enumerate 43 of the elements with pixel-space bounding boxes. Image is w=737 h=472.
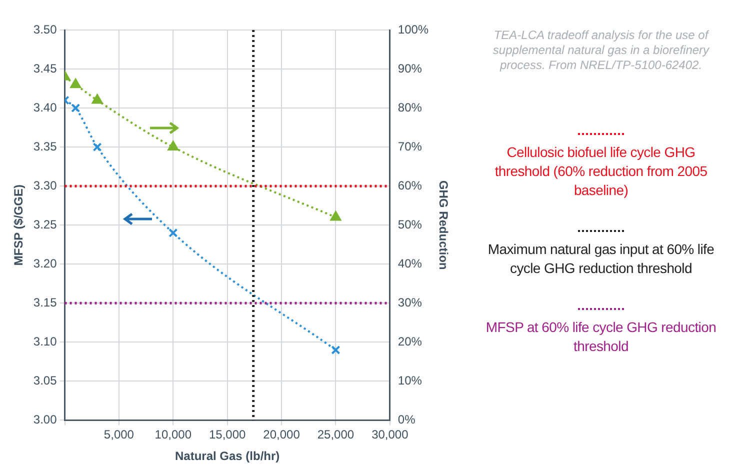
ref-line-label: Maximum natural gas input at 60% life cycle GHG reduction threshold	[488, 241, 714, 276]
legend-label: MFSP at 60% life cycle GHG reduction threshold	[486, 319, 716, 354]
point	[92, 142, 102, 152]
y2-tick-label: 40%	[398, 256, 422, 270]
x-tick-label: 10,000	[154, 428, 192, 442]
y2-tick-label: 10%	[398, 373, 422, 388]
y2-tick-label: 30%	[398, 295, 422, 310]
y-tick-label: 3.45	[33, 61, 58, 76]
y2-tick-label: 90%	[398, 61, 422, 76]
y2-tick-label: 50%	[398, 217, 422, 232]
y-tick-label: 3.20	[33, 256, 58, 270]
x-tick-label: 30,000	[372, 428, 409, 442]
y2-tick-label: 20%	[398, 334, 422, 348]
y-tick-label: 3.15	[33, 295, 58, 310]
y2-tick-label: 70%	[398, 139, 422, 154]
point	[70, 78, 81, 88]
point	[92, 94, 103, 104]
y2-axis-title: GHG Reduction	[436, 180, 450, 270]
y-tick-label: 3.40	[33, 100, 58, 114]
x-axis-title: Natural Gas (lb/hr)	[174, 449, 280, 464]
y2-tick-label: 0%	[398, 412, 416, 427]
point	[331, 345, 340, 354]
y2-tick-label: 80%	[398, 100, 422, 114]
x-tick-label: 5,000	[104, 428, 134, 442]
y-tick-label: 3.35	[33, 139, 58, 154]
y2-tick-label: 60%	[398, 178, 422, 192]
y-axis-title: MFSP ($/GGE)	[12, 184, 26, 266]
y-tick-label: 3.00	[33, 412, 58, 427]
text: TEA-LCA tradeoff analysis for the use of supplemental natural gas in a biorefinery process. From NREL/TP-5100-62402.	[492, 28, 710, 73]
y-tick-label: 3.50	[33, 22, 58, 36]
x-tick-label: 20,000	[263, 428, 300, 442]
y-tick-label: 3.25	[33, 217, 58, 232]
y2-tick-label: 100%	[398, 22, 429, 36]
point	[71, 104, 80, 113]
y-tick-label: 3.30	[33, 178, 58, 192]
y-tick-label: 3.05	[33, 373, 58, 388]
point	[168, 141, 178, 151]
x-tick-label: 15,000	[208, 428, 246, 442]
point	[330, 211, 342, 221]
x-tick-label: 25,000	[317, 428, 354, 442]
point	[168, 228, 178, 238]
legend-label: Cellulosic biofuel life cycle GHG threshold (60% reduction from 2005 baseline)	[494, 144, 708, 198]
y-tick-label: 3.10	[33, 334, 58, 348]
